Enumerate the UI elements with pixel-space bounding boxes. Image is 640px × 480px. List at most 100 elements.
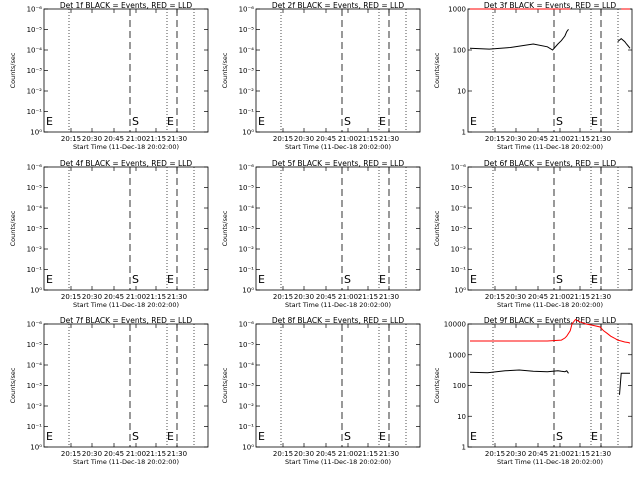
y-tick-label: 10⁰ [242,129,254,137]
x-tick-label: 20:45 [316,293,336,301]
x-tick-label: 21:30 [379,450,399,458]
start-marker: S [556,115,563,128]
end-marker-left: E [258,115,265,128]
x-tick-label: 20:15 [61,135,81,143]
x-axis-label: Start Time (11-Dec-18 20:02:00) [73,143,179,151]
y-axis-label: Counts/sec [221,210,229,246]
detector-panel-3: Det 3f BLACK = Events, RED = LLD 1000 100 1… [433,1,633,151]
y-tick-label: 10⁻¹ [27,108,43,116]
x-tick-label: 20:30 [294,450,314,458]
y-tick-label: 10⁻² [27,403,43,411]
y-tick-label: 10⁻⁶ [239,6,255,14]
x-tick-label: 21:00 [126,293,146,301]
end-marker-left: E [46,430,53,443]
x-tick-label: 20:30 [82,293,102,301]
end-marker-left: E [470,273,477,286]
x-tick-label: 21:15 [146,293,166,301]
y-tick-label: 10⁻² [451,246,467,254]
x-tick-label: 20:45 [104,293,124,301]
y-tick-label: 1 [462,444,466,452]
y-tick-label: 10⁻¹ [239,423,255,431]
y-tick-label: 10⁻³ [239,382,255,390]
end-marker-left: E [46,115,53,128]
end-marker-left: E [470,430,477,443]
x-tick-label: 20:30 [506,293,526,301]
x-tick-label: 21:15 [146,135,166,143]
y-tick-label: 10⁻⁶ [239,321,255,329]
y-tick-label: 1000 [448,351,466,359]
plot-frame [43,166,209,291]
x-tick-label: 20:30 [82,135,102,143]
y-tick-label: 10⁻¹ [239,266,255,274]
end-marker-left: E [258,430,265,443]
x-axis-label: Start Time (11-Dec-18 20:02:00) [285,458,391,466]
x-tick-label: 20:15 [273,450,293,458]
x-tick-label: 21:30 [591,293,611,301]
y-tick-label: 100 [453,47,466,55]
x-tick-label: 20:45 [316,135,336,143]
y-tick-label: 10⁻⁵ [27,341,43,349]
y-tick-label: 10⁰ [30,287,42,295]
detector-panel-1: Det 1f BLACK = Events, RED = LLD 10⁻⁶ 10⁻⁵… [9,1,209,151]
y-tick-label: 10000 [444,321,466,329]
x-tick-label: 21:15 [570,450,590,458]
x-tick-label: 20:45 [528,450,548,458]
panel-title: Det 3f BLACK = Events, RED = LLD [484,1,617,10]
panel-title: Det 4f BLACK = Events, RED = LLD [60,159,193,168]
end-marker: E [167,115,174,128]
plot-frame [467,8,633,133]
start-marker: S [132,115,139,128]
y-tick-label: 10⁻⁶ [239,164,255,172]
x-tick-label: 21:15 [358,293,378,301]
y-tick-label: 10⁻⁶ [27,164,43,172]
x-tick-label: 21:00 [338,293,358,301]
y-tick-label: 10⁻⁶ [451,164,467,172]
y-tick-label: 10⁻⁴ [27,362,43,370]
detector-panel-7: Det 7f BLACK = Events, RED = LLD 10⁻⁶ 10⁻⁵… [9,316,209,466]
x-tick-label: 21:00 [126,450,146,458]
x-axis-label: Start Time (11-Dec-18 20:02:00) [497,458,603,466]
y-tick-label: 10⁰ [454,287,466,295]
end-marker: E [591,430,598,443]
x-tick-label: 21:15 [570,293,590,301]
y-tick-label: 10⁻³ [239,67,255,75]
x-axis-label: Start Time (11-Dec-18 20:02:00) [73,458,179,466]
x-tick-label: 20:15 [61,450,81,458]
y-tick-label: 10⁻⁴ [27,205,43,213]
plot-frame [255,166,421,291]
x-tick-label: 20:30 [294,135,314,143]
x-tick-label: 20:45 [316,450,336,458]
x-tick-label: 20:30 [506,135,526,143]
detector-panel-8: Det 8f BLACK = Events, RED = LLD 10⁻⁶ 10⁻⁵… [221,316,421,466]
x-tick-label: 21:15 [146,450,166,458]
end-marker: E [379,430,386,443]
start-marker: S [556,430,563,443]
y-tick-label: 10 [457,88,466,96]
x-tick-label: 20:30 [506,450,526,458]
end-marker: E [167,430,174,443]
x-tick-label: 20:15 [485,135,505,143]
y-tick-label: 10⁰ [242,287,254,295]
y-axis-label: Counts/sec [221,52,229,88]
y-tick-label: 10⁻¹ [27,266,43,274]
x-tick-label: 20:45 [528,135,548,143]
series-line-lld [470,318,631,344]
panel-title: Det 5f BLACK = Events, RED = LLD [272,159,405,168]
y-tick-label: 10⁻⁴ [239,362,255,370]
x-tick-label: 21:00 [338,450,358,458]
x-tick-label: 20:45 [104,135,124,143]
end-marker-left: E [258,273,265,286]
x-tick-label: 21:00 [550,135,570,143]
y-tick-label: 10⁰ [30,129,42,137]
y-tick-label: 10⁻² [27,88,43,96]
x-tick-label: 21:30 [167,293,187,301]
y-tick-label: 10⁻² [239,403,255,411]
y-tick-label: 10⁻³ [27,382,43,390]
y-tick-label: 10⁻² [239,88,255,96]
end-marker: E [591,273,598,286]
panel-title: Det 8f BLACK = Events, RED = LLD [272,316,405,325]
panel-title: Det 9f BLACK = Events, RED = LLD [484,316,617,325]
end-marker: E [167,273,174,286]
x-tick-label: 20:30 [82,450,102,458]
